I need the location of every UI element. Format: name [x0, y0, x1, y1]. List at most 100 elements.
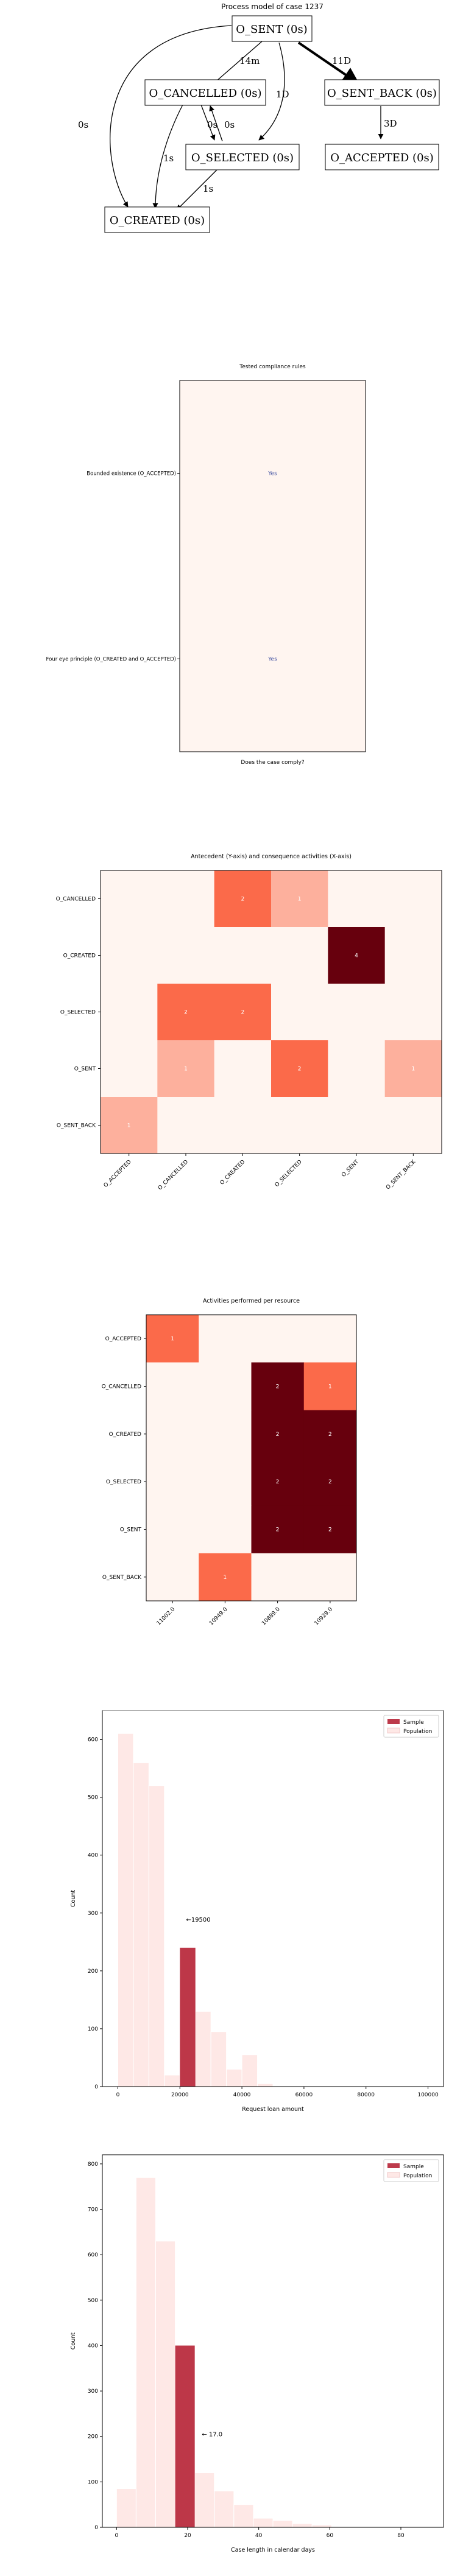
legend-label-population: Population: [403, 1729, 432, 1735]
y-tick-label: 700: [88, 2207, 98, 2213]
process-model-title: Process model of case 1237: [221, 2, 323, 11]
column-label: O_CREATED: [219, 1159, 247, 1186]
column-label: 10929.0: [314, 1606, 334, 1627]
x-tick-label: 80000: [357, 2092, 375, 2098]
y-tick-label: 300: [88, 1911, 98, 1917]
cell-value: 1: [328, 1384, 332, 1390]
population-bar: [164, 2074, 180, 2087]
heatmap-cell: [146, 1315, 199, 1363]
column-label: 10889.0: [261, 1606, 281, 1627]
edge-sent-cancelled: [210, 41, 263, 87]
annotation: ← 17.0: [202, 2432, 222, 2438]
cell-value: 2: [298, 1066, 302, 1073]
compliance-heatmap: Tested compliance rules Bounded existence…: [46, 364, 366, 766]
population-bar: [233, 2504, 254, 2528]
svg-text:O_SENT_BACK (0s): O_SENT_BACK (0s): [327, 87, 437, 100]
heatmap-cell: [251, 1315, 305, 1363]
cell-value: 2: [241, 1010, 244, 1016]
edge-sent-sentback: [297, 41, 360, 85]
x-tick-label: 20: [184, 2533, 191, 2539]
cell-value: 4: [355, 953, 358, 959]
heatmap-cell: [303, 1410, 357, 1458]
row-label: O_ACCEPTED: [105, 1336, 141, 1342]
cell-value: 1: [127, 1123, 131, 1129]
x-tick-label: 40: [255, 2533, 263, 2539]
cell-value: 2: [328, 1527, 332, 1533]
cell-value: 2: [184, 1010, 188, 1016]
population-bar: [253, 2518, 274, 2528]
x-tick-label: 0: [116, 2092, 120, 2098]
chart-title: Activities performed per resource: [203, 1298, 300, 1304]
heatmap-cell: [251, 1505, 305, 1554]
population-bar: [117, 1733, 134, 2087]
population-bar: [257, 2083, 274, 2087]
edge-sent-selected: [258, 42, 285, 141]
y-tick-label: 200: [88, 2434, 98, 2440]
plot-area: [179, 380, 366, 752]
y-axis-label: Count: [70, 1890, 77, 1907]
edge-selected-created: [176, 167, 220, 211]
node-o-created-label: O_CREATED (0s): [110, 214, 205, 227]
heatmap-cell: [251, 1458, 305, 1506]
resource-heatmap: Activities performed per resource 1 O_ACCE…: [102, 1298, 357, 1627]
population-bar: [195, 2011, 211, 2087]
heatmap-cell: [328, 1040, 386, 1097]
legend-label-sample: Sample: [403, 1720, 424, 1726]
population-bar: [116, 2488, 136, 2528]
cell-value: Yes: [267, 657, 277, 663]
node-o-sent-back: O_SENT_BACK (0s): [324, 79, 440, 106]
heatmap-cell: [214, 984, 272, 1041]
population-bar: [272, 2520, 293, 2528]
heatmap-cell: [303, 1315, 357, 1363]
heatmap-cell: [146, 1553, 199, 1601]
heatmap-cell: [157, 870, 215, 928]
y-tick-label: 500: [88, 1795, 98, 1801]
y-axis-label: Count: [70, 2333, 77, 2350]
cell-value: 2: [276, 1384, 280, 1390]
y-tick-label: 600: [88, 2252, 98, 2258]
heatmap-cell: [251, 1410, 305, 1458]
column-label: 11002.0: [156, 1606, 177, 1627]
row-label: O_SENT: [74, 1066, 96, 1073]
plot-frame: [102, 1710, 444, 2087]
heatmap-cell: [271, 1097, 328, 1154]
x-tick-label: 0: [115, 2533, 118, 2539]
chart-title: Tested compliance rules: [239, 364, 306, 370]
heatmap-cell: [146, 1410, 199, 1458]
node-o-selected: O_SELECTED (0s): [185, 144, 300, 170]
edge-label: 0s: [78, 119, 88, 130]
x-tick-label: 20000: [171, 2092, 189, 2098]
cell-value: 2: [328, 1432, 332, 1438]
heatmap-cell: [146, 1505, 199, 1554]
legend-swatch-sample: [387, 1719, 400, 1724]
x-axis-label: Request loan amount: [242, 2106, 304, 2113]
population-bar: [226, 2068, 242, 2087]
process-model-graph: Process model of case 1237 14m 11D 1D 0s…: [78, 2, 440, 211]
edge-label: 0s: [207, 119, 217, 130]
column-label: 10949.0: [208, 1606, 229, 1627]
y-tick-label: 0: [94, 2525, 98, 2531]
population-bar: [210, 2031, 227, 2087]
column-label: O_SELECTED: [274, 1159, 303, 1188]
cell-value: Yes: [267, 471, 277, 477]
node-o-sent: O_SENT (0s): [232, 15, 313, 42]
svg-text:O_SENT (0s): O_SENT (0s): [236, 23, 307, 36]
heatmap-cell: [328, 984, 386, 1041]
node-o-cancelled: O_CANCELLED (0s): [144, 79, 266, 106]
row-label: Four eye principle (O_CREATED and O_ACCE…: [46, 657, 176, 663]
heatmap-cell: [101, 1040, 158, 1097]
cell-value: 1: [171, 1336, 174, 1342]
population-bar: [155, 2241, 176, 2528]
y-tick-label: 200: [88, 1969, 98, 1975]
heatmap-cell: [251, 1553, 305, 1601]
y-tick-label: 300: [88, 2389, 98, 2395]
edge-label: 1s: [163, 153, 174, 164]
heatmap-cell: [384, 1040, 442, 1097]
heatmap-cell: [214, 1040, 272, 1097]
y-tick-label: 600: [88, 1737, 98, 1743]
heatmap-cell: [199, 1410, 252, 1458]
heatmap-cell: [271, 1040, 328, 1097]
antecedent-heatmap: Antecedent (Y-axis) and consequence acti…: [56, 853, 442, 1191]
y-tick-label: 100: [88, 2026, 98, 2032]
edge-label: 1D: [276, 89, 289, 100]
